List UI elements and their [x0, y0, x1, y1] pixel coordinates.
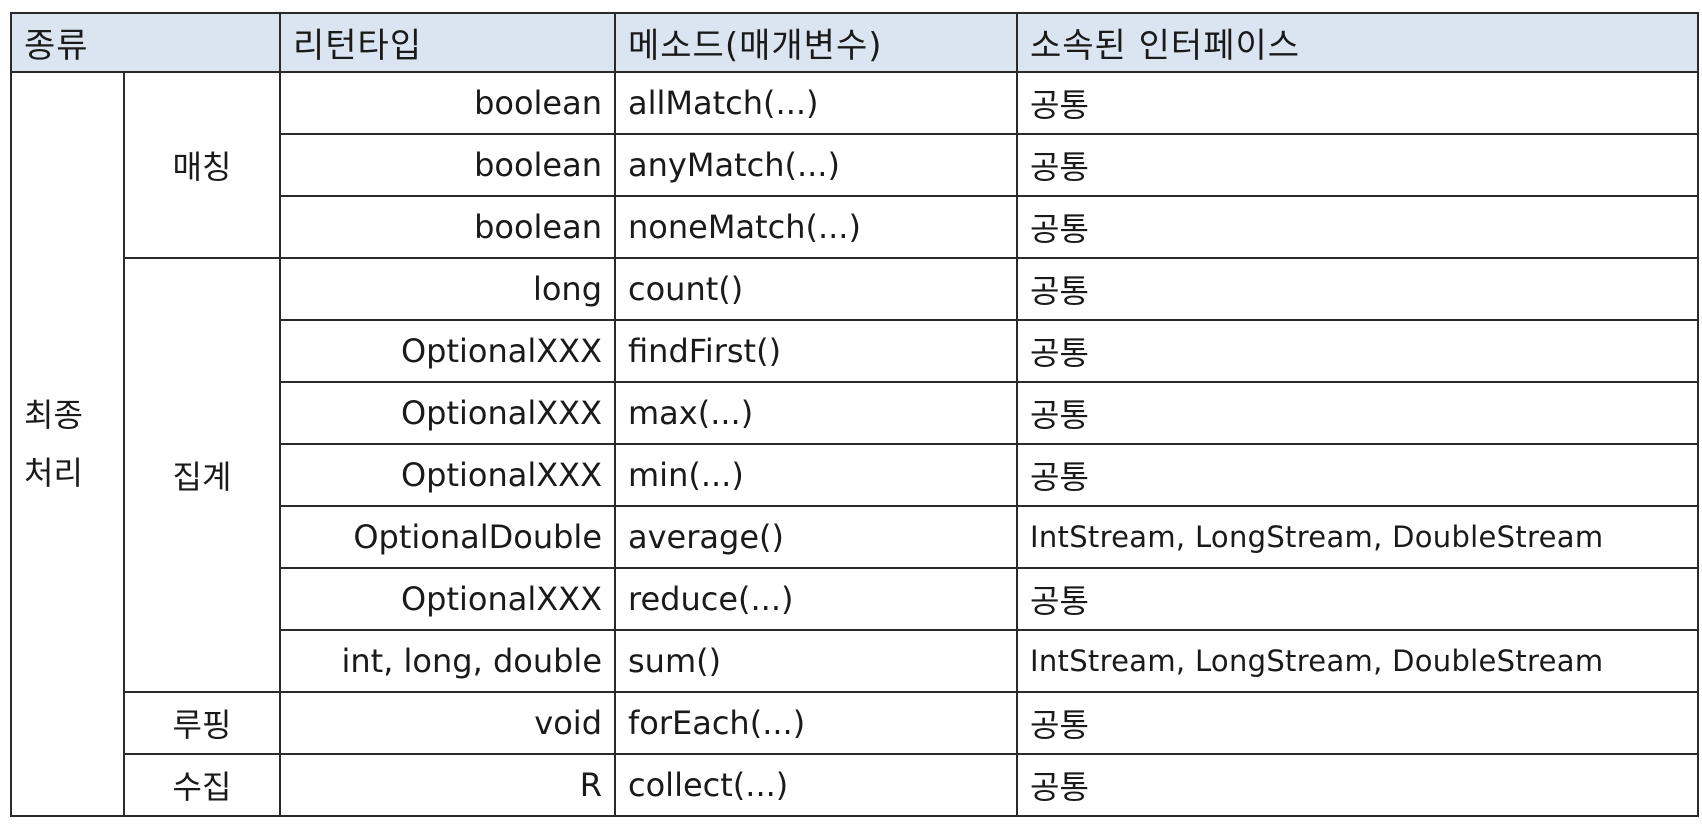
- method-cell: reduce(...): [614, 567, 1018, 631]
- table-row: boolean noneMatch(...) 공통: [11, 195, 1699, 259]
- header-kind: 종류: [10, 12, 281, 73]
- interface-cell: 공통: [1016, 567, 1699, 631]
- table-row: OptionalXXX min(...) 공통: [11, 443, 1699, 507]
- return-type-cell: OptionalXXX: [279, 443, 616, 507]
- return-type-cell: OptionalXXX: [279, 381, 616, 445]
- method-cell: count(): [614, 257, 1018, 321]
- method-cell: findFirst(): [614, 319, 1018, 383]
- interface-cell: 공통: [1016, 381, 1699, 445]
- return-type-cell: int, long, double: [279, 629, 616, 693]
- group-looping: 루핑: [123, 691, 281, 755]
- header-row: 종류 리턴타입 메소드(매개변수) 소속된 인터페이스: [10, 12, 1699, 73]
- table-row: int, long, double sum() IntStream, LongS…: [11, 629, 1699, 693]
- return-type-cell: OptionalDouble: [279, 505, 616, 569]
- return-type-cell: boolean: [279, 71, 616, 135]
- table-row: 집계 long count() 공통: [11, 257, 1699, 693]
- category-line-2: 처리: [24, 454, 83, 492]
- method-cell: noneMatch(...): [614, 195, 1018, 259]
- return-type-cell: OptionalXXX: [279, 567, 616, 631]
- stream-terminal-ops-table-wrapper: 종류 리턴타입 메소드(매개변수) 소속된 인터페이스 최종 처리 매칭 boo…: [10, 12, 1699, 817]
- return-type-cell: boolean: [279, 195, 616, 259]
- interface-cell: 공통: [1016, 691, 1699, 755]
- group-collecting: 수집: [123, 753, 281, 817]
- interface-cell: 공통: [1016, 753, 1699, 817]
- interface-cell: 공통: [1016, 257, 1699, 321]
- stream-terminal-ops-table: 종류 리턴타입 메소드(매개변수) 소속된 인터페이스 최종 처리 매칭 boo…: [10, 12, 1699, 817]
- header-interface: 소속된 인터페이스: [1016, 12, 1699, 73]
- table-row: 최종 처리 매칭 boolean allMatch(...) 공통: [10, 71, 1699, 817]
- table-row: 루핑 void forEach(...) 공통: [11, 691, 1699, 755]
- category-line-1: 최종: [24, 396, 83, 434]
- table-row: 수집 R collect(...) 공통: [11, 753, 1699, 817]
- return-type-cell: long: [279, 257, 616, 321]
- method-cell: sum(): [614, 629, 1018, 693]
- group-matching: 매칭: [123, 71, 281, 259]
- table-row: boolean anyMatch(...) 공통: [11, 133, 1699, 197]
- method-cell: allMatch(...): [614, 71, 1018, 135]
- interface-cell: 공통: [1016, 133, 1699, 197]
- table-row: OptionalXXX findFirst() 공통: [11, 319, 1699, 383]
- table-row: OptionalDouble average() IntStream, Long…: [11, 505, 1699, 569]
- header-method: 메소드(매개변수): [614, 12, 1018, 73]
- method-cell: max(...): [614, 381, 1018, 445]
- header-return-type: 리턴타입: [279, 12, 616, 73]
- table-row: OptionalXXX max(...) 공통: [11, 381, 1699, 445]
- method-cell: collect(...): [614, 753, 1018, 817]
- return-type-cell: boolean: [279, 133, 616, 197]
- method-cell: min(...): [614, 443, 1018, 507]
- interface-cell: IntStream, LongStream, DoubleStream: [1016, 629, 1699, 693]
- interface-cell: IntStream, LongStream, DoubleStream: [1016, 505, 1699, 569]
- interface-cell: 공통: [1016, 71, 1699, 135]
- category-cell: 최종 처리: [10, 71, 125, 817]
- method-cell: average(): [614, 505, 1018, 569]
- method-cell: anyMatch(...): [614, 133, 1018, 197]
- interface-cell: 공통: [1016, 195, 1699, 259]
- return-type-cell: OptionalXXX: [279, 319, 616, 383]
- return-type-cell: void: [279, 691, 616, 755]
- group-aggregation: 집계: [123, 257, 281, 693]
- table-row: OptionalXXX reduce(...) 공통: [11, 567, 1699, 631]
- interface-cell: 공통: [1016, 443, 1699, 507]
- return-type-cell: R: [279, 753, 616, 817]
- method-cell: forEach(...): [614, 691, 1018, 755]
- interface-cell: 공통: [1016, 319, 1699, 383]
